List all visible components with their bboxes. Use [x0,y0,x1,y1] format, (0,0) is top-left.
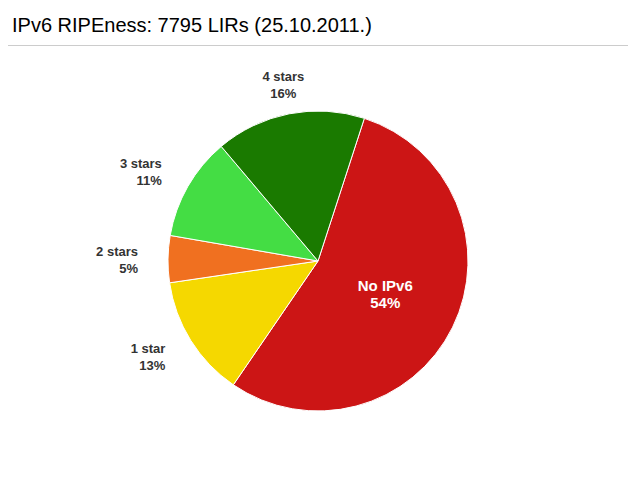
html-text:IPv6 RIPEness: 7795 LIRs (25.1: IPv6 RIPEness: 7795 LIRs (25.10.2011.) [12,14,372,36]
svg-text:2 stars5%: 2 stars5% [96,244,138,276]
svg-text:3 stars11%: 3 stars11% [120,156,162,188]
svg-text:1 star13%: 1 star13% [131,341,166,373]
svg-text:No IPv654%: No IPv654% [358,277,413,311]
svg-text:4 stars16%: 4 stars16% [262,69,304,101]
